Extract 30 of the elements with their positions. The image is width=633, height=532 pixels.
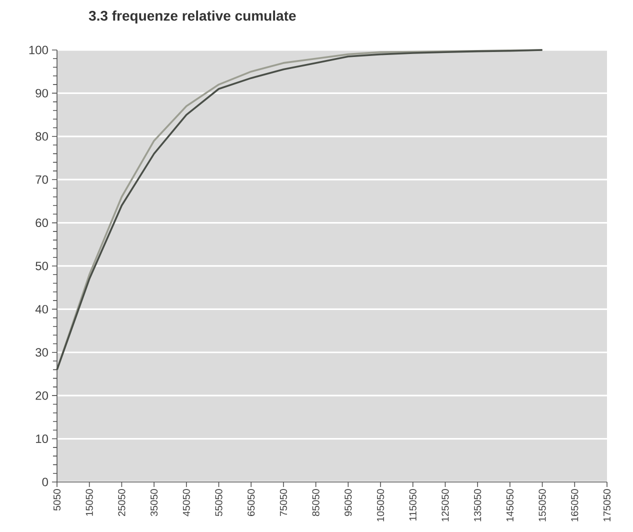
- y-tick-label: 10: [36, 434, 48, 444]
- y-tick-label: 90: [36, 88, 48, 98]
- x-tick-label: 155050: [538, 489, 546, 522]
- chart-title: 3.3 frequenze relative cumulate: [88, 10, 296, 24]
- x-tick-label: 85050: [312, 489, 320, 516]
- x-tick-label: 35050: [150, 489, 158, 516]
- x-tick-label: 5050: [53, 489, 61, 511]
- y-tick-label: 20: [36, 391, 48, 400]
- y-tick-label: 80: [36, 132, 48, 141]
- y-tick-label: 30: [36, 348, 48, 357]
- x-tick-label: 95050: [344, 489, 352, 516]
- x-tick-label: 105050: [376, 489, 384, 522]
- y-tick-label: 100: [29, 46, 48, 54]
- x-tick-label: 165050: [571, 489, 578, 522]
- x-tick-label: 25050: [118, 489, 126, 516]
- x-tick-label: 45050: [182, 489, 190, 516]
- y-tick-label: 40: [35, 304, 48, 314]
- y-tick-label: 0: [42, 478, 48, 486]
- y-tick-label: 70: [36, 175, 48, 184]
- x-tick-label: 145050: [506, 489, 514, 522]
- x-tick-label: 15050: [86, 489, 93, 516]
- y-tick-label: 60: [36, 218, 48, 228]
- y-tick-label: 50: [36, 262, 48, 270]
- x-tick-label: 55050: [215, 489, 222, 516]
- x-tick-label: 125050: [442, 489, 449, 522]
- x-tick-label: 135050: [474, 489, 482, 522]
- x-tick-label: 65050: [248, 489, 255, 516]
- x-tick-label: 115050: [409, 489, 416, 521]
- x-tick-label: 75050: [280, 489, 288, 516]
- x-tick-label: 175050: [603, 489, 611, 522]
